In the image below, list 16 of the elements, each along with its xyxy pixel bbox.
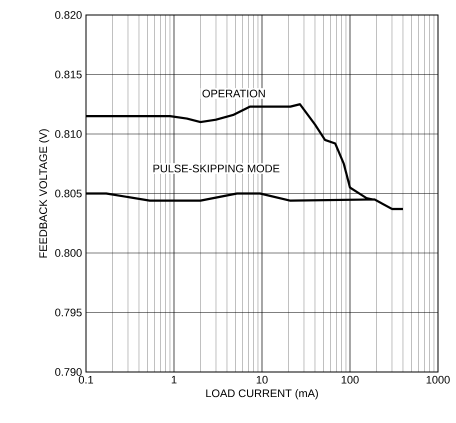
y-tick-label: 0.805 — [55, 190, 82, 198]
x-tick-label: 10 — [256, 376, 268, 384]
y-tick-label: 0.800 — [55, 249, 82, 257]
annotation: OPERATION — [202, 90, 265, 98]
x-tick-label: 1000 — [426, 376, 450, 384]
x-tick-label: 100 — [342, 376, 359, 384]
y-tick-label: 0.820 — [55, 11, 82, 19]
y-tick-label: 0.795 — [55, 308, 82, 316]
annotation: PULSE-SKIPPING MODE — [154, 164, 280, 172]
y-tick-label: 0.790 — [55, 368, 82, 376]
x-axis-title: LOAD CURRENT (mA) — [206, 389, 318, 400]
y-tick-label: 0.810 — [55, 130, 82, 138]
x-tick-label: 1 — [172, 376, 177, 384]
x-tick-label: 0.1 — [78, 376, 94, 384]
y-axis-title: FEEDBACK VOLTAGE (V) — [39, 129, 50, 258]
y-tick-label: 0.815 — [55, 70, 82, 78]
